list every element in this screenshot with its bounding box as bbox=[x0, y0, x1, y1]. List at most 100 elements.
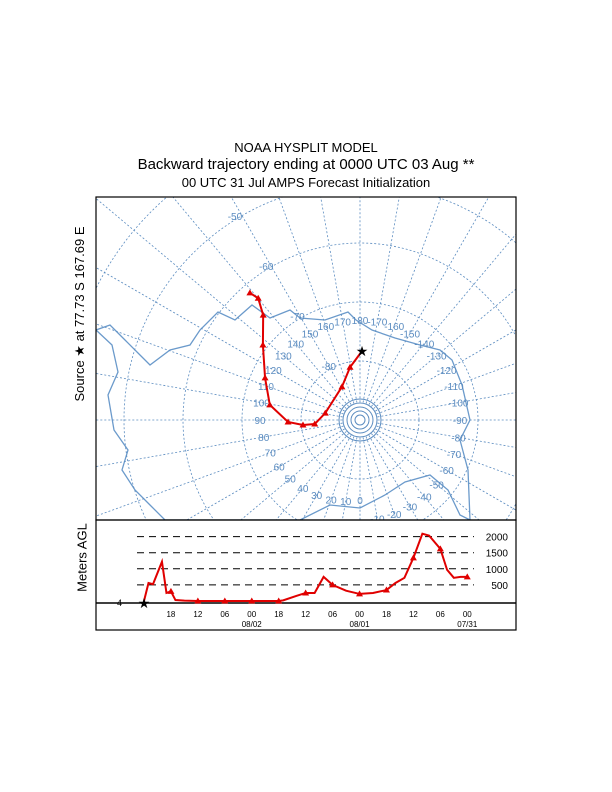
longitude-label: 40 bbox=[297, 484, 309, 495]
meridian-line bbox=[230, 197, 352, 405]
trajectory-marker bbox=[311, 420, 319, 427]
longitude-label: 10 bbox=[340, 497, 352, 508]
height-marker bbox=[275, 597, 283, 604]
longitude-label: -110 bbox=[444, 382, 464, 393]
trajectory-marker bbox=[246, 289, 254, 296]
longitude-label: 30 bbox=[311, 491, 323, 502]
meridian-line bbox=[377, 422, 516, 448]
longitude-label: 140 bbox=[287, 339, 304, 350]
meridian-line bbox=[96, 425, 344, 517]
y-tick-label: 500 bbox=[491, 581, 508, 592]
map-panel: 1801701601501401301201101009080706050403… bbox=[96, 197, 516, 525]
trajectory-marker bbox=[346, 363, 354, 370]
meridian-line bbox=[365, 436, 397, 520]
meridian-line bbox=[376, 425, 516, 478]
pole-circle bbox=[354, 414, 366, 426]
longitude-label: -30 bbox=[403, 503, 418, 514]
longitude-label: 170 bbox=[334, 318, 351, 329]
x-tick-label: 12 bbox=[193, 610, 202, 619]
meridian-line bbox=[377, 392, 516, 418]
height-marker bbox=[167, 587, 175, 594]
height-marker bbox=[194, 597, 202, 604]
trajectory-marker bbox=[259, 311, 267, 318]
pole-circle bbox=[346, 406, 374, 434]
meridian-line bbox=[362, 197, 400, 403]
trajectory-marker bbox=[254, 294, 262, 301]
x-tick-label: 00 bbox=[247, 610, 256, 619]
x-tick-label: 06 bbox=[220, 610, 229, 619]
trajectory-marker bbox=[259, 341, 267, 348]
model-name: NOAA HYSPLIT MODEL bbox=[234, 140, 378, 155]
date-label: 08/02 bbox=[242, 620, 263, 629]
height-marker bbox=[436, 545, 444, 552]
longitude-label: -130 bbox=[427, 352, 447, 363]
longitude-label: -40 bbox=[417, 493, 432, 504]
meridian-line bbox=[96, 267, 345, 412]
meridian-line bbox=[96, 422, 343, 467]
height-marker bbox=[409, 554, 417, 561]
meridian-line bbox=[185, 428, 345, 520]
longitude-label: -20 bbox=[387, 510, 402, 521]
longitude-label: 150 bbox=[302, 329, 319, 340]
x-tick-label: 12 bbox=[301, 610, 310, 619]
y-axis-label: Meters AGL bbox=[74, 523, 90, 592]
longitude-label: 50 bbox=[285, 475, 297, 486]
y-tick-label: 2000 bbox=[486, 533, 509, 544]
meridian-line bbox=[172, 197, 349, 407]
coastline bbox=[96, 304, 471, 520]
longitude-label: -70 bbox=[447, 450, 462, 461]
longitude-label: 60 bbox=[274, 463, 286, 474]
start-star-icon: ★ bbox=[138, 595, 151, 611]
longitude-label: 90 bbox=[254, 416, 266, 427]
meridian-line bbox=[376, 362, 516, 415]
longitude-label: -10 bbox=[370, 514, 385, 525]
longitude-label: 130 bbox=[275, 352, 292, 363]
meridian-line bbox=[368, 435, 419, 520]
x-tick-label: 00 bbox=[355, 610, 364, 619]
latitude-label: -80 bbox=[322, 362, 337, 373]
pole-circle bbox=[338, 398, 382, 442]
trajectory-marker bbox=[284, 418, 292, 425]
longitude-label: 0 bbox=[357, 496, 363, 507]
trajectory-marker bbox=[261, 374, 269, 381]
y-tick-label: 1500 bbox=[486, 549, 509, 560]
trajectory-marker bbox=[338, 383, 346, 390]
height-marker bbox=[463, 573, 471, 580]
height-marker bbox=[382, 586, 390, 593]
latitude-circle bbox=[123, 197, 516, 520]
longitude-label: -140 bbox=[414, 339, 434, 350]
longitude-label: -150 bbox=[400, 329, 420, 340]
trajectory-marker bbox=[321, 409, 329, 416]
source-star-icon: ★ bbox=[356, 343, 369, 359]
height-marker bbox=[356, 590, 364, 597]
longitude-label: -170 bbox=[367, 318, 387, 329]
meridian-line bbox=[373, 288, 516, 409]
meridian-line bbox=[96, 197, 347, 409]
longitude-label: -120 bbox=[437, 366, 457, 377]
meridian-line bbox=[365, 197, 442, 404]
longitude-label: 180 bbox=[352, 316, 369, 327]
meridian-line bbox=[362, 437, 379, 520]
meridian-line bbox=[275, 433, 349, 520]
date-label: 07/31 bbox=[457, 620, 478, 629]
longitude-label: 20 bbox=[326, 495, 338, 506]
meridian-line bbox=[96, 323, 344, 415]
height-panel: 500 1000 1500 2000 4 18 12 06 00 18 12 06 00 18 12 06 00… bbox=[96, 532, 516, 629]
height-marker bbox=[302, 589, 310, 596]
meridian-line bbox=[320, 197, 358, 403]
longitude-label: -160 bbox=[384, 322, 404, 333]
date-label: 08/01 bbox=[350, 620, 371, 629]
trajectory-marker bbox=[266, 401, 274, 408]
longitude-label: 120 bbox=[265, 366, 282, 377]
start-height-label: 4 bbox=[117, 598, 122, 608]
longitude-label: -100 bbox=[448, 399, 468, 410]
y-tick-label: 1000 bbox=[486, 565, 509, 576]
latitude-label: -60 bbox=[259, 262, 274, 273]
longitude-label: -60 bbox=[439, 466, 454, 477]
pole-circle bbox=[342, 402, 378, 438]
x-tick-label: 18 bbox=[166, 610, 175, 619]
x-tick-label: 18 bbox=[382, 610, 391, 619]
trajectory-marker bbox=[299, 421, 307, 428]
